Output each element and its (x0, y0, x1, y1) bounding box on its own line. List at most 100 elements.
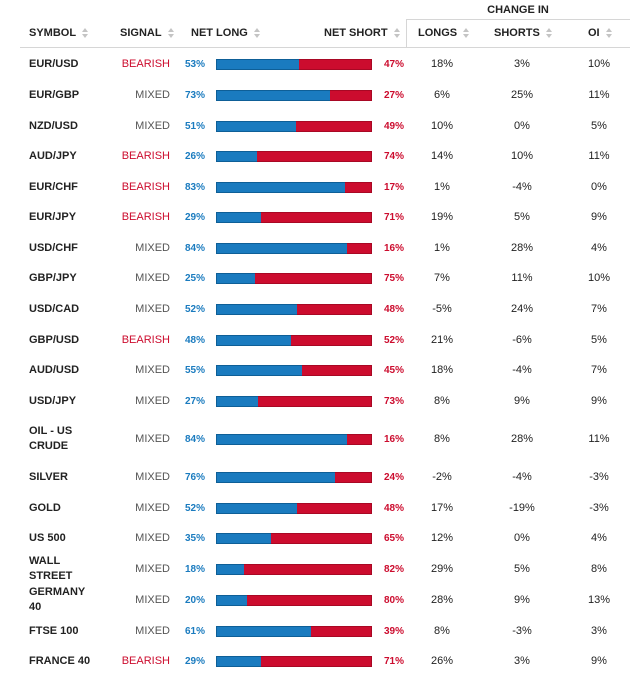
symbol-link[interactable]: USD/CHF (29, 241, 78, 254)
symbol-link[interactable]: USD/JPY (29, 394, 77, 407)
table-row[interactable]: EUR/JPY BEARISH 29% 71% 19% 5% 9% (0, 202, 630, 232)
symbol-link[interactable]: GBP/JPY (29, 271, 77, 284)
table-row[interactable]: GOLD MIXED 52% 48% 17% -19% -3% (0, 493, 630, 523)
oi-change: 8% (591, 563, 607, 575)
net-long-column-header[interactable]: NET LONG (191, 25, 260, 41)
sentiment-bar (216, 656, 372, 667)
symbol-link[interactable]: EUR/USD (29, 57, 79, 70)
symbol-link[interactable]: EUR/JPY (29, 210, 77, 223)
symbol-link[interactable]: AUD/JPY (29, 149, 77, 162)
table-row[interactable]: USD/CAD MIXED 52% 48% -5% 24% 7% (0, 294, 630, 324)
net-short-percent: 80% (383, 594, 404, 606)
sentiment-bar (216, 335, 372, 346)
shorts-change: 28% (510, 433, 534, 445)
table-row[interactable]: EUR/CHF BEARISH 83% 17% 1% -4% 0% (0, 172, 630, 202)
longs-change: 17% (430, 502, 454, 514)
net-short-percent: 39% (383, 625, 404, 637)
table-row[interactable]: OIL - US CRUDE MIXED 84% 16% 8% 28% 11% (0, 417, 630, 461)
net-short-bar (335, 472, 372, 483)
table-row[interactable]: FTSE 100 MIXED 61% 39% 8% -3% 3% (0, 616, 630, 646)
table-row[interactable]: EUR/USD BEARISH 53% 47% 18% 3% 10% (0, 49, 630, 79)
sentiment-bar (216, 533, 372, 544)
table-row[interactable]: USD/JPY MIXED 27% 73% 8% 9% 9% (0, 386, 630, 416)
sort-icon[interactable] (253, 28, 260, 38)
shorts-change: 5% (514, 563, 530, 575)
net-long-percent: 52% (184, 303, 205, 315)
symbol-link[interactable]: SILVER (29, 470, 68, 483)
symbol-link[interactable]: FTSE 100 (29, 624, 79, 637)
longs-change: 7% (434, 272, 450, 284)
net-long-bar (216, 273, 255, 284)
net-long-percent: 52% (184, 502, 205, 514)
table-row[interactable]: USD/CHF MIXED 84% 16% 1% 28% 4% (0, 233, 630, 263)
sort-icon[interactable] (167, 28, 174, 38)
net-short-bar (330, 90, 372, 101)
table-row[interactable]: US 500 MIXED 35% 65% 12% 0% 4% (0, 523, 630, 553)
longs-column-header[interactable]: LONGS (418, 25, 470, 41)
signal-label: MIXED (135, 594, 170, 606)
oi-change: 7% (591, 364, 607, 376)
table-row[interactable]: AUD/USD MIXED 55% 45% 18% -4% 7% (0, 355, 630, 385)
symbol-link[interactable]: NZD/USD (29, 119, 78, 132)
net-long-percent: 55% (184, 364, 205, 376)
net-short-percent: 16% (383, 242, 404, 254)
sort-icon[interactable] (82, 28, 89, 38)
sort-icon[interactable] (545, 28, 552, 38)
table-row[interactable]: GERMANY 40 MIXED 20% 80% 28% 9% 13% (0, 585, 630, 615)
table-row[interactable]: GBP/JPY MIXED 25% 75% 7% 11% 10% (0, 263, 630, 293)
symbol-link[interactable]: AUD/USD (29, 363, 80, 376)
table-row[interactable]: FRANCE 40 BEARISH 29% 71% 26% 3% 9% (0, 646, 630, 676)
signal-label: MIXED (135, 242, 170, 254)
oi-column-header[interactable]: OI (588, 25, 612, 41)
signal-label: MIXED (135, 563, 170, 575)
net-short-percent: 48% (383, 303, 404, 315)
net-short-header-label: NET SHORT (324, 27, 388, 39)
symbol-column-header[interactable]: SYMBOL (29, 25, 89, 41)
shorts-change: 0% (514, 120, 530, 132)
symbol-link[interactable]: GOLD (29, 501, 61, 514)
symbol-link[interactable]: GERMANY 40 (29, 586, 86, 613)
shorts-change: -19% (509, 502, 535, 514)
net-long-percent: 51% (184, 120, 205, 132)
oi-change: 11% (588, 150, 610, 162)
net-short-column-header[interactable]: NET SHORT (324, 25, 400, 41)
shorts-column-header[interactable]: SHORTS (494, 25, 552, 41)
symbol-link[interactable]: FRANCE 40 (29, 654, 91, 667)
symbol-link[interactable]: OIL - US CRUDE (29, 425, 73, 452)
symbol-link[interactable]: EUR/GBP (29, 88, 80, 101)
signal-label: MIXED (135, 502, 170, 514)
net-long-percent: 53% (184, 58, 205, 70)
symbol-link[interactable]: GBP/USD (29, 333, 80, 346)
table-row[interactable]: AUD/JPY BEARISH 26% 74% 14% 10% 11% (0, 141, 630, 171)
table-row[interactable]: GBP/USD BEARISH 48% 52% 21% -6% 5% (0, 325, 630, 355)
column-divider (406, 19, 407, 48)
sentiment-bar (216, 595, 372, 606)
table-row[interactable]: EUR/GBP MIXED 73% 27% 6% 25% 11% (0, 80, 630, 110)
table-row[interactable]: NZD/USD MIXED 51% 49% 10% 0% 5% (0, 111, 630, 141)
sort-icon[interactable] (463, 28, 470, 38)
net-short-percent: 82% (383, 563, 404, 575)
longs-change: 8% (434, 395, 450, 407)
sentiment-bar (216, 304, 372, 315)
sentiment-bar (216, 434, 372, 445)
symbol-link[interactable]: WALL STREET (29, 555, 73, 582)
symbol-link[interactable]: US 500 (29, 531, 66, 544)
sort-icon[interactable] (605, 28, 612, 38)
net-long-header-label: NET LONG (191, 27, 248, 39)
net-short-percent: 17% (383, 181, 404, 193)
symbol-link[interactable]: EUR/CHF (29, 180, 78, 193)
table-row[interactable]: SILVER MIXED 76% 24% -2% -4% -3% (0, 462, 630, 492)
net-short-bar (257, 151, 372, 162)
oi-change: 9% (591, 655, 607, 667)
symbol-link[interactable]: USD/CAD (29, 302, 80, 315)
net-short-bar (261, 212, 372, 223)
longs-change: 1% (434, 242, 450, 254)
signal-label: MIXED (135, 89, 170, 101)
sentiment-bar (216, 564, 372, 575)
signal-column-header[interactable]: SIGNAL (120, 25, 174, 41)
sort-icon[interactable] (393, 28, 400, 38)
table-row[interactable]: WALL STREET MIXED 18% 82% 29% 5% 8% (0, 554, 630, 584)
net-long-percent: 83% (184, 181, 205, 193)
sentiment-bar (216, 182, 372, 193)
